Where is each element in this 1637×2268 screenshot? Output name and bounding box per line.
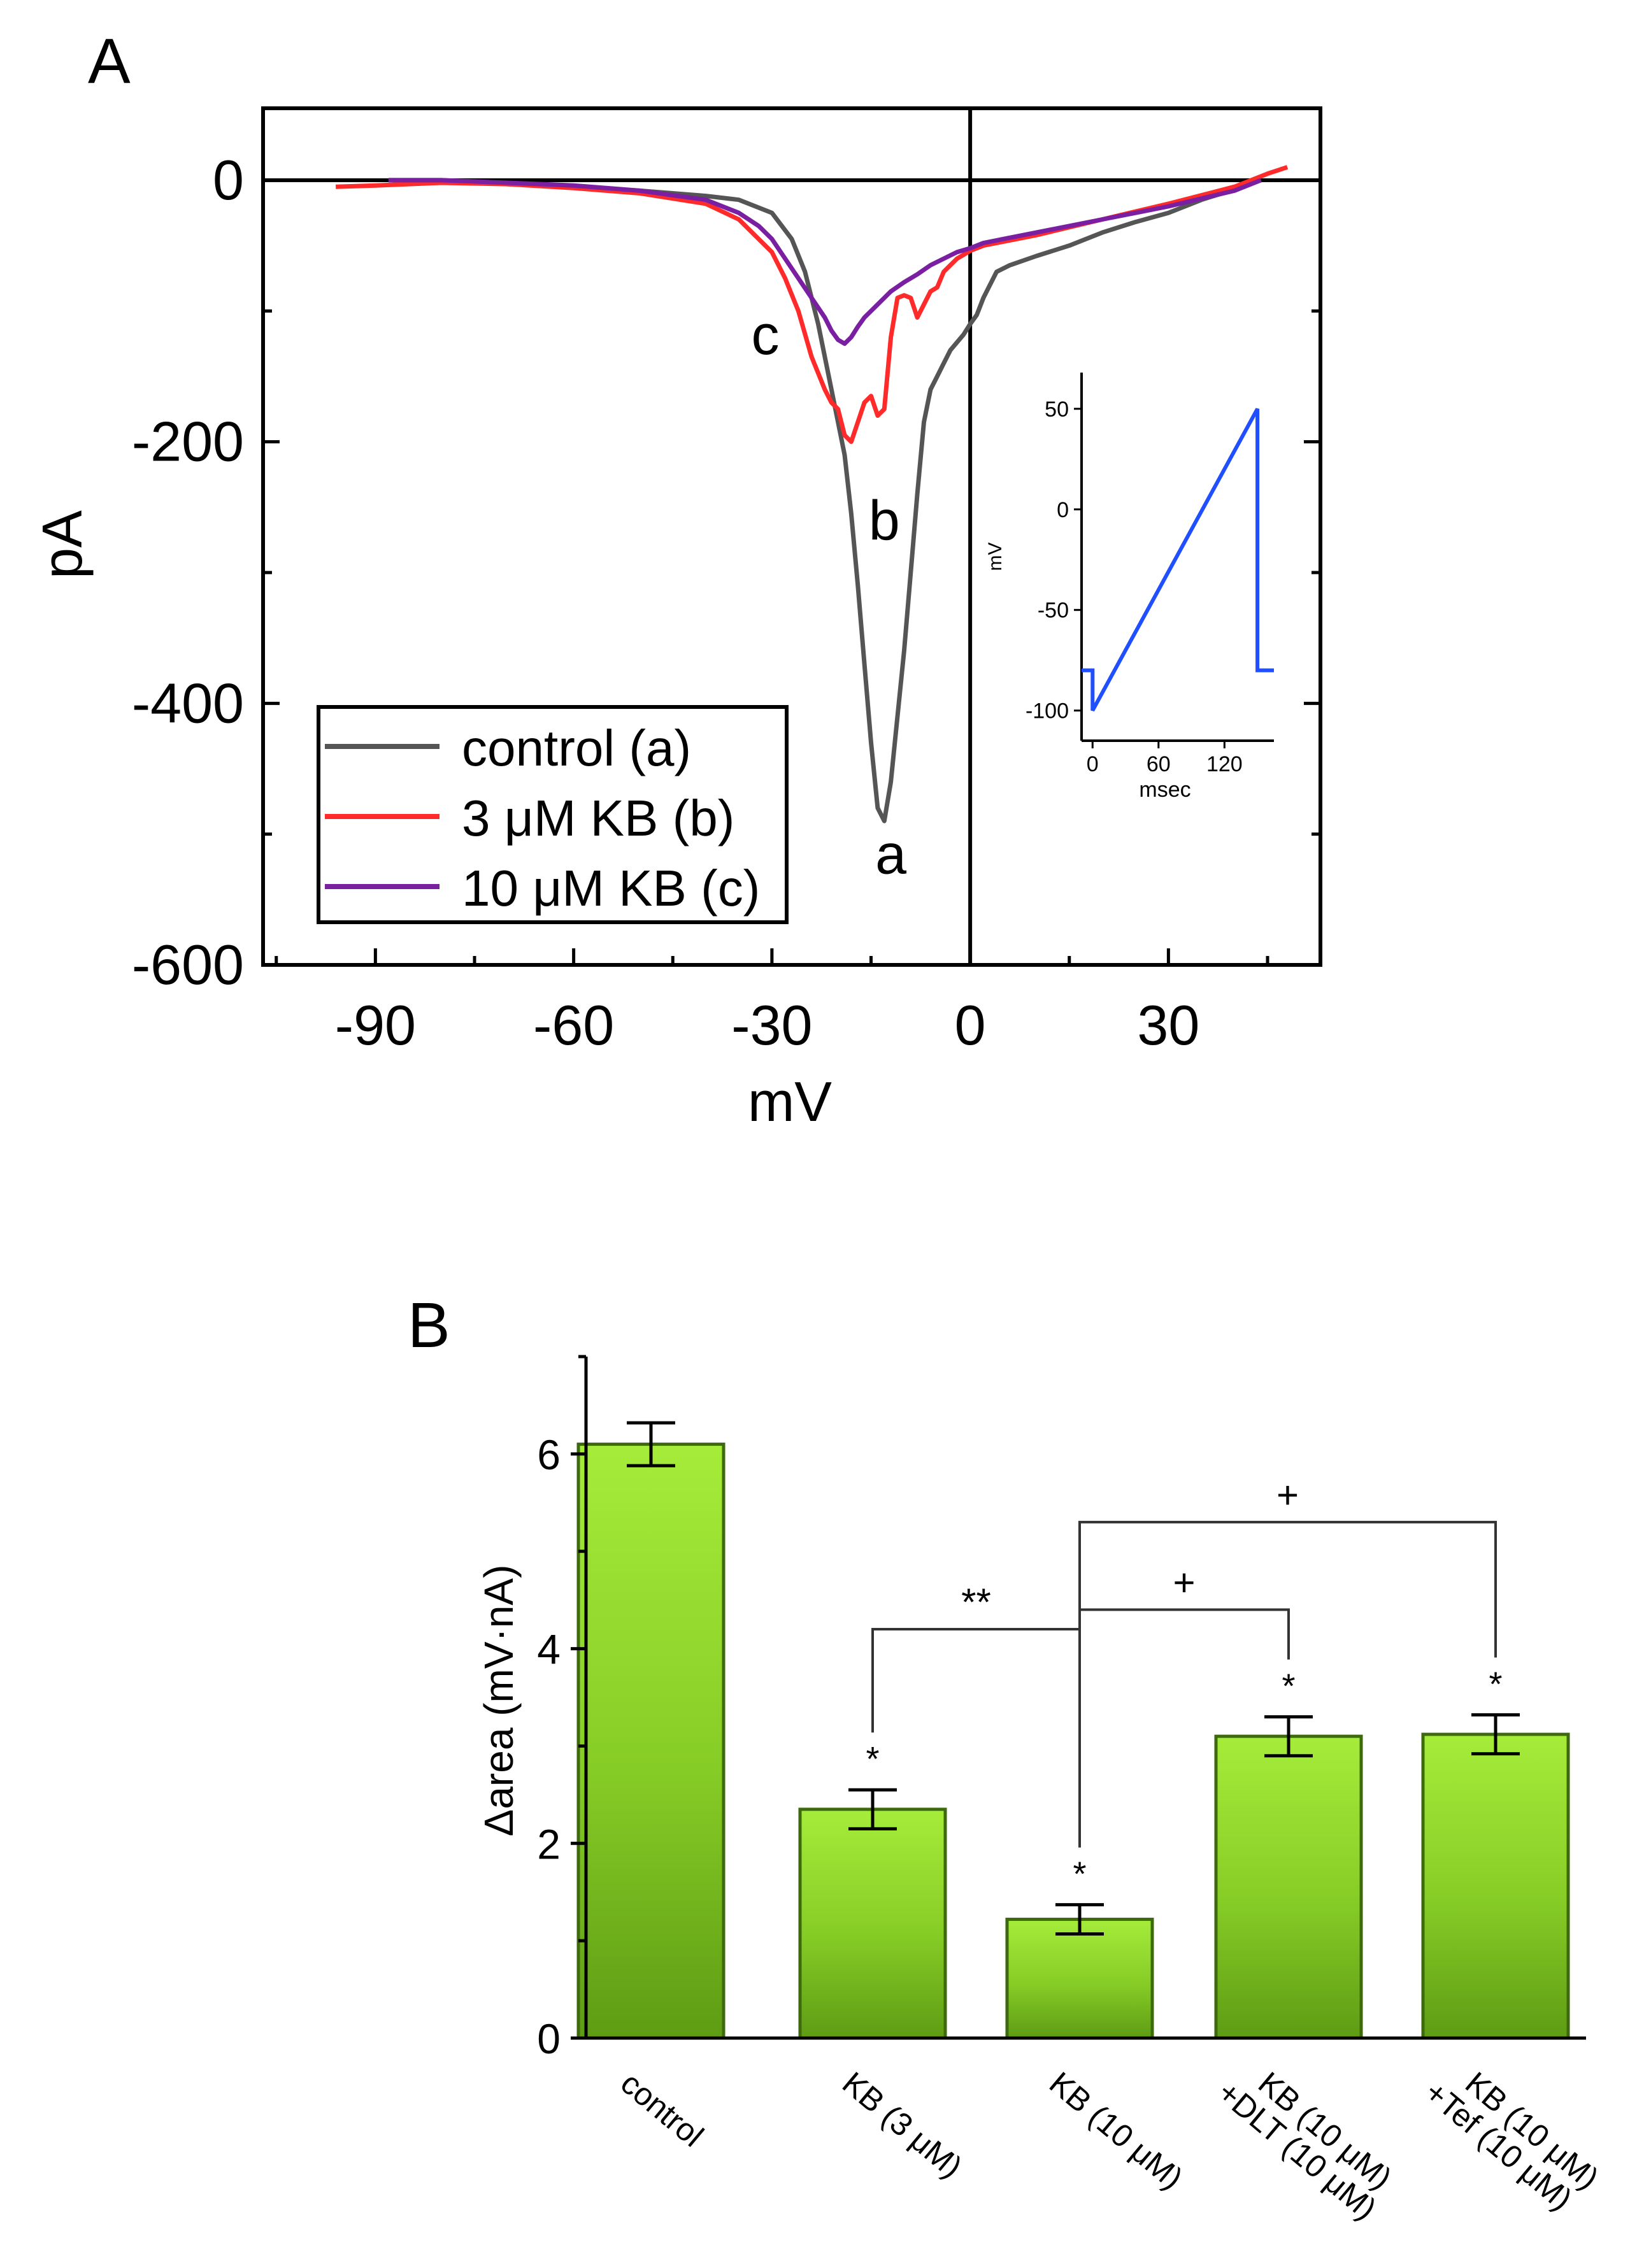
panel-a-y-axis-label: pA: [31, 510, 94, 579]
panel-b-bar: [1421, 1732, 1570, 2040]
panel-a-trace-control: [389, 178, 1262, 824]
inset-x-axis-label: msec: [1139, 778, 1190, 802]
panel-b-significance: *** *** ++: [866, 1474, 1502, 1894]
panel-b-comparison-bracket: [1078, 1520, 1497, 1848]
panel-b-bar: [1005, 1918, 1154, 2040]
panel-a-x-tick-label: -30: [731, 994, 812, 1057]
panel-a-annotation-b: b: [869, 489, 900, 552]
panel-a-inset-voltage-protocol: 50 0 -50 -100 0 60 120 msec mV: [985, 373, 1274, 802]
panel-a-label: A: [88, 25, 131, 97]
panel-a-x-tick-label: 0: [955, 994, 986, 1057]
panel-a-annotation-c: c: [752, 303, 780, 366]
panel-b-significance-star: *: [1073, 1855, 1086, 1894]
panel-a-trace-annotations: a b c: [752, 303, 907, 885]
panel-b-bar: [798, 1808, 947, 2040]
inset-y-tick-label: -50: [1038, 599, 1069, 623]
panel-b-category-label: KB (10 μM): [1043, 2065, 1189, 2196]
panel-a-traces: [335, 165, 1289, 824]
panel-a-x-tick-label: 30: [1137, 994, 1199, 1057]
panel-a-legend-label: control (a): [462, 720, 691, 776]
panel-b-significance-star: *: [1282, 1667, 1295, 1706]
panel-b-significance-star: *: [1489, 1665, 1502, 1704]
panel-b-bar: [1214, 1734, 1363, 2040]
panel-b-y-axis-label: Δarea (mV·nA): [476, 1565, 522, 1837]
panel-a-annotation-a: a: [875, 822, 906, 885]
panel-b-category-line: control: [614, 2065, 710, 2153]
panel-a-legend: control (a) 3 μM KB (b) 10 μM KB (c): [317, 705, 789, 924]
panel-b-category-label: KB (10 μM)+DLT (10 μM): [1211, 2065, 1399, 2227]
panel-b-category-label: control: [614, 2065, 710, 2153]
inset-y-tick-label: 50: [1045, 397, 1069, 422]
inset-ramp-trace: [1082, 408, 1274, 712]
panel-b-y-tick-label: 4: [537, 1626, 561, 1673]
inset-y-axis-label: mV: [985, 543, 1006, 571]
panel-b-category-label: KB (10 μM)+Tef (10 μM): [1418, 2065, 1606, 2217]
panel-a-y-tick-label: -400: [132, 671, 244, 734]
panel-b-label: B: [408, 1290, 450, 1361]
panel-b-bars: [576, 1421, 1570, 2040]
panel-a-y-tick-label: 0: [213, 148, 244, 211]
panel-b-category-line: KB (10 μM): [1043, 2065, 1189, 2196]
panel-b-bracket-label: +: [1276, 1474, 1299, 1516]
inset-x-tick-label: 0: [1087, 752, 1099, 776]
panel-b-bar: [576, 1443, 726, 2040]
panel-b-significance-star: *: [866, 1740, 879, 1778]
inset-y-tick-label: -100: [1026, 699, 1069, 724]
inset-y-tick-label: 0: [1057, 498, 1069, 522]
panel-b-category-labels: control KB (3 μM) KB (10 μM) KB (10 μM)+DLT…: [614, 2065, 1606, 2227]
panel-b-category-label: KB (3 μM): [836, 2065, 969, 2185]
panel-a-x-tick-label: -90: [335, 994, 416, 1057]
panel-a-plot-frame: [261, 106, 1322, 967]
panel-a-y-tick-label: -200: [132, 410, 244, 473]
panel-a-tick-labels: -90 -60 -30 0 30 0 -200 -400 -600: [132, 148, 1199, 1057]
panel-a-x-tick-label: -60: [533, 994, 614, 1057]
panel-b-category-line: KB (3 μM): [836, 2065, 969, 2185]
panel-a-legend-label: 10 μM KB (c): [462, 860, 760, 916]
panel-a-x-axis-label: mV: [748, 1070, 832, 1133]
panel-a-trace-kb-10um: [389, 178, 1262, 346]
panel-b-bracket-label: **: [961, 1581, 991, 1623]
panel-a-trace-kb-3um: [335, 165, 1289, 445]
panel-b-axes: 0 2 4 6: [537, 1355, 1586, 2062]
panel-b-y-tick-label: 0: [537, 2015, 561, 2062]
panel-b-y-tick-label: 6: [537, 1431, 561, 1478]
inset-x-tick-label: 120: [1206, 752, 1243, 776]
panel-b-bracket-label: +: [1173, 1561, 1195, 1604]
panel-a-legend-label: 3 μM KB (b): [462, 790, 734, 846]
panel-a-iv-chart: A -90 -60 -30 0 30 0 -200 -400 -600 mV pA a b c co…: [31, 25, 1322, 1133]
inset-x-tick-label: 60: [1147, 752, 1171, 776]
panel-a-y-tick-label: -600: [132, 933, 244, 996]
panel-b-y-tick-label: 2: [537, 1820, 561, 1867]
